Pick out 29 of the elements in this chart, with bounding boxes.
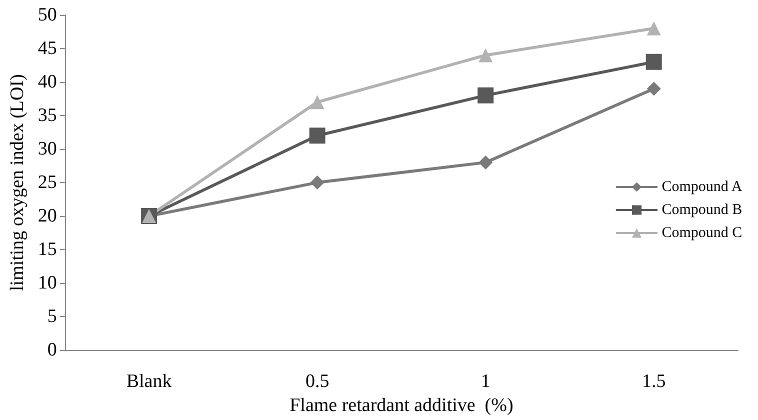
y-tick-label: 50: [38, 4, 57, 26]
y-axis-title: limiting oxygen index (LOI): [7, 74, 28, 291]
y-tick-label: 40: [38, 72, 57, 93]
y-tick-label: 35: [38, 105, 57, 126]
point: [478, 48, 493, 62]
x-axis-title: Flame retardant additive (%): [290, 395, 514, 416]
point: [309, 128, 326, 144]
y-tick-label: 15: [38, 239, 57, 260]
x-tick-label: Blank: [126, 371, 172, 392]
x-tick-label: 1.5: [642, 371, 666, 392]
point: [310, 176, 324, 190]
y-tick-label: 0: [47, 340, 57, 361]
x-tick-label: 0.5: [305, 371, 330, 392]
point: [478, 87, 494, 104]
y-tick-label: 25: [38, 172, 57, 194]
point: [646, 21, 661, 36]
point: [478, 155, 493, 170]
point: [646, 54, 662, 70]
legend-label: Compound A: [662, 179, 742, 195]
y-tick-label: 45: [38, 38, 57, 60]
legend-label: Compound B: [662, 202, 742, 218]
point: [646, 82, 661, 96]
y-tick-label: 5: [47, 306, 57, 328]
legend-label: Compound C: [662, 225, 742, 241]
y-tick-label: 10: [38, 272, 57, 294]
y-tick-label: 30: [38, 138, 57, 160]
point: [310, 95, 324, 110]
y-tick-label: 20: [38, 206, 57, 227]
x-tick-label: 1: [480, 371, 490, 392]
